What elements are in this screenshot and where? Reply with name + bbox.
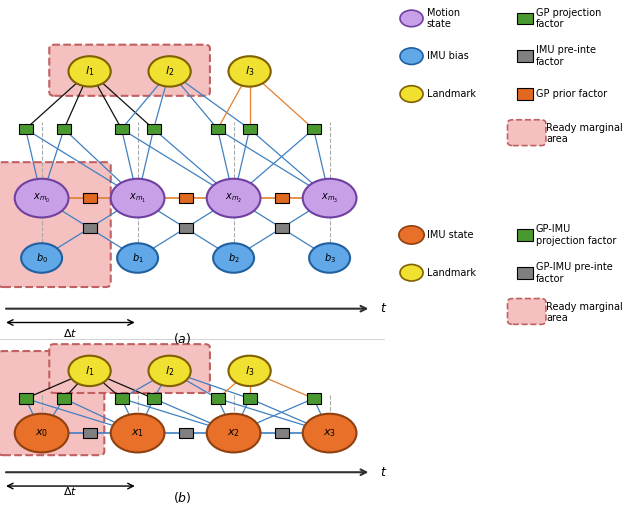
Text: $x_3$: $x_3$ xyxy=(323,427,336,439)
FancyBboxPatch shape xyxy=(57,393,71,404)
Text: $b_2$: $b_2$ xyxy=(228,251,239,265)
Text: $t$: $t$ xyxy=(380,466,388,479)
FancyBboxPatch shape xyxy=(147,393,161,404)
Circle shape xyxy=(399,226,424,244)
FancyBboxPatch shape xyxy=(508,299,546,325)
Circle shape xyxy=(111,414,164,453)
Text: Ready marginal
area: Ready marginal area xyxy=(546,301,623,323)
Text: Landmark: Landmark xyxy=(427,268,476,278)
FancyBboxPatch shape xyxy=(307,124,321,134)
Circle shape xyxy=(228,56,271,87)
Text: $b_1$: $b_1$ xyxy=(132,251,143,265)
Circle shape xyxy=(148,56,191,87)
FancyBboxPatch shape xyxy=(115,124,129,134)
FancyBboxPatch shape xyxy=(57,124,71,134)
Text: $(a)$: $(a)$ xyxy=(173,331,191,346)
FancyBboxPatch shape xyxy=(307,393,321,404)
Text: $x_2$: $x_2$ xyxy=(227,427,240,439)
Text: $x_{m_0}$: $x_{m_0}$ xyxy=(33,191,51,205)
Circle shape xyxy=(148,356,191,386)
FancyBboxPatch shape xyxy=(179,428,193,438)
Text: Ready marginal
area: Ready marginal area xyxy=(546,123,623,144)
Text: IMU state: IMU state xyxy=(427,230,474,240)
Text: GP-IMU pre-inte
factor: GP-IMU pre-inte factor xyxy=(536,262,612,284)
FancyBboxPatch shape xyxy=(49,45,210,96)
FancyBboxPatch shape xyxy=(19,124,33,134)
Text: $x_0$: $x_0$ xyxy=(35,427,48,439)
Text: $l_3$: $l_3$ xyxy=(245,64,254,78)
Circle shape xyxy=(400,10,423,27)
FancyBboxPatch shape xyxy=(508,120,546,146)
FancyBboxPatch shape xyxy=(147,124,161,134)
FancyBboxPatch shape xyxy=(49,344,210,393)
Text: $l_3$: $l_3$ xyxy=(245,364,254,378)
Text: $x_{m_2}$: $x_{m_2}$ xyxy=(225,191,242,205)
FancyBboxPatch shape xyxy=(83,223,97,233)
FancyBboxPatch shape xyxy=(517,267,533,279)
Text: Landmark: Landmark xyxy=(427,89,476,99)
FancyBboxPatch shape xyxy=(211,124,225,134)
FancyBboxPatch shape xyxy=(83,193,97,203)
Text: GP projection
factor: GP projection factor xyxy=(536,8,601,29)
FancyBboxPatch shape xyxy=(179,223,193,233)
Text: $(b)$: $(b)$ xyxy=(173,490,192,505)
FancyBboxPatch shape xyxy=(517,13,533,24)
Text: GP-IMU
projection factor: GP-IMU projection factor xyxy=(536,224,616,246)
FancyBboxPatch shape xyxy=(517,229,533,241)
Circle shape xyxy=(400,265,423,281)
FancyBboxPatch shape xyxy=(179,193,193,203)
Circle shape xyxy=(68,356,111,386)
Circle shape xyxy=(309,243,350,273)
FancyBboxPatch shape xyxy=(83,428,97,438)
FancyBboxPatch shape xyxy=(115,393,129,404)
FancyBboxPatch shape xyxy=(517,88,533,100)
Circle shape xyxy=(213,243,254,273)
Circle shape xyxy=(228,356,271,386)
Text: $l_1$: $l_1$ xyxy=(85,64,94,78)
Text: $x_1$: $x_1$ xyxy=(131,427,144,439)
FancyBboxPatch shape xyxy=(517,51,533,62)
FancyBboxPatch shape xyxy=(275,193,289,203)
Text: $b_3$: $b_3$ xyxy=(324,251,335,265)
Circle shape xyxy=(15,179,68,217)
Circle shape xyxy=(68,56,111,87)
Circle shape xyxy=(207,179,260,217)
FancyBboxPatch shape xyxy=(211,393,225,404)
FancyBboxPatch shape xyxy=(243,393,257,404)
Text: $t$: $t$ xyxy=(380,302,388,315)
Text: $x_{m_1}$: $x_{m_1}$ xyxy=(129,191,146,205)
Circle shape xyxy=(15,414,68,453)
FancyBboxPatch shape xyxy=(0,162,111,287)
Circle shape xyxy=(303,179,356,217)
Circle shape xyxy=(400,86,423,102)
FancyBboxPatch shape xyxy=(19,393,33,404)
Text: $l_2$: $l_2$ xyxy=(165,364,174,378)
Circle shape xyxy=(117,243,158,273)
Text: $\Delta t$: $\Delta t$ xyxy=(63,485,77,497)
Text: IMU pre-inte
factor: IMU pre-inte factor xyxy=(536,45,596,67)
FancyBboxPatch shape xyxy=(275,428,289,438)
Text: $b_0$: $b_0$ xyxy=(36,251,47,265)
Circle shape xyxy=(303,414,356,453)
Circle shape xyxy=(400,48,423,64)
Text: $l_1$: $l_1$ xyxy=(85,364,94,378)
FancyBboxPatch shape xyxy=(0,351,104,455)
Text: $\Delta t$: $\Delta t$ xyxy=(63,327,77,338)
Circle shape xyxy=(111,179,164,217)
FancyBboxPatch shape xyxy=(275,223,289,233)
Text: GP prior factor: GP prior factor xyxy=(536,89,607,99)
Circle shape xyxy=(21,243,62,273)
Text: $x_{m_3}$: $x_{m_3}$ xyxy=(321,191,338,205)
FancyBboxPatch shape xyxy=(243,124,257,134)
Text: $l_2$: $l_2$ xyxy=(165,64,174,78)
Text: IMU bias: IMU bias xyxy=(427,51,468,61)
Text: Motion
state: Motion state xyxy=(427,8,460,29)
Circle shape xyxy=(207,414,260,453)
